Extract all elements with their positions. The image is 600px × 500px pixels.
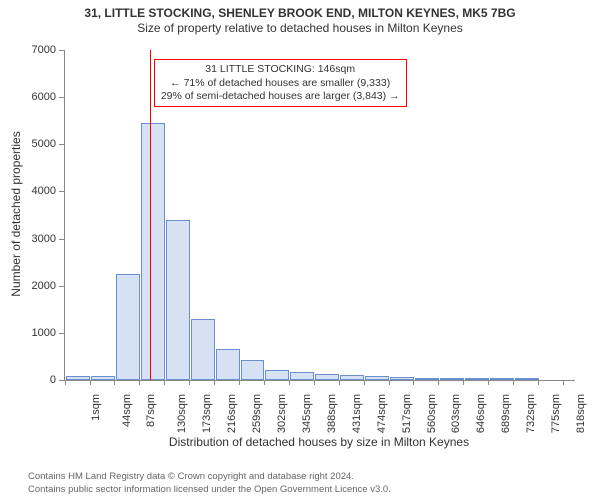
y-axis-label: Number of detached properties — [9, 114, 23, 314]
title-line-1: 31, LITTLE STOCKING, SHENLEY BROOK END, … — [0, 6, 600, 21]
histogram-bar — [515, 378, 539, 380]
y-tick-label: 0 — [50, 374, 56, 386]
x-tick-label: 431sqm — [351, 394, 363, 433]
annotation-line: 29% of semi-detached houses are larger (… — [161, 90, 400, 103]
title-line-2: Size of property relative to detached ho… — [0, 21, 600, 36]
histogram-bar — [141, 123, 165, 380]
annotation-line: ← 71% of detached houses are smaller (9,… — [161, 77, 400, 90]
y-tick-label: 2000 — [32, 280, 56, 292]
histogram-bar — [290, 372, 314, 380]
histogram-bar — [340, 375, 364, 380]
x-axis-label: Distribution of detached houses by size … — [64, 435, 574, 449]
y-tick-label: 4000 — [32, 185, 56, 197]
x-tick-label: 603sqm — [451, 394, 463, 433]
marker-line — [150, 50, 151, 380]
histogram-bar — [191, 319, 215, 380]
annotation-line: 31 LITTLE STOCKING: 146sqm — [161, 63, 400, 76]
x-tick-label: 517sqm — [401, 394, 413, 433]
x-tick-label: 345sqm — [301, 394, 313, 433]
x-tick-label: 216sqm — [226, 394, 238, 433]
x-tick-label: 560sqm — [426, 394, 438, 433]
histogram-bar — [241, 360, 265, 380]
x-tick-label: 818sqm — [575, 394, 587, 433]
histogram-bar — [365, 376, 389, 380]
y-tick-label: 6000 — [32, 91, 56, 103]
x-tick-label: 646sqm — [476, 394, 488, 433]
x-tick-label: 388sqm — [326, 394, 338, 433]
x-tick-label: 1sqm — [89, 394, 101, 421]
x-tick-label: 775sqm — [550, 394, 562, 433]
annotation-box: 31 LITTLE STOCKING: 146sqm← 71% of detac… — [154, 59, 407, 106]
histogram-bar — [465, 378, 489, 380]
histogram-bar — [440, 378, 464, 380]
x-tick-label: 173sqm — [201, 394, 213, 433]
x-tick-label: 732sqm — [525, 394, 537, 433]
x-tick-label: 474sqm — [376, 394, 388, 433]
histogram-bar — [216, 349, 240, 380]
histogram-bar — [390, 377, 414, 380]
footer-line: Contains HM Land Registry data © Crown c… — [28, 471, 391, 483]
footer-line: Contains public sector information licen… — [28, 484, 391, 496]
x-tick-label: 87sqm — [145, 394, 157, 427]
histogram-bar — [315, 374, 339, 380]
histogram-bar — [265, 370, 289, 380]
histogram-bar — [166, 220, 190, 380]
x-tick-label: 689sqm — [500, 394, 512, 433]
y-tick-label: 5000 — [32, 138, 56, 150]
y-tick-label: 1000 — [32, 327, 56, 339]
y-tick-label: 3000 — [32, 233, 56, 245]
chart-container: 31, LITTLE STOCKING, SHENLEY BROOK END, … — [0, 0, 600, 500]
histogram-bar — [490, 378, 514, 380]
histogram-bar — [116, 274, 140, 380]
histogram-bar — [91, 376, 115, 380]
histogram-bar — [415, 378, 439, 380]
x-tick-label: 44sqm — [121, 394, 133, 427]
y-tick-label: 7000 — [32, 44, 56, 56]
x-tick-label: 259sqm — [251, 394, 263, 433]
footer-attribution: Contains HM Land Registry data © Crown c… — [28, 471, 391, 496]
x-tick-label: 130sqm — [176, 394, 188, 433]
x-tick-label: 302sqm — [276, 394, 288, 433]
histogram-bar — [66, 376, 90, 380]
titles-block: 31, LITTLE STOCKING, SHENLEY BROOK END, … — [0, 6, 600, 36]
